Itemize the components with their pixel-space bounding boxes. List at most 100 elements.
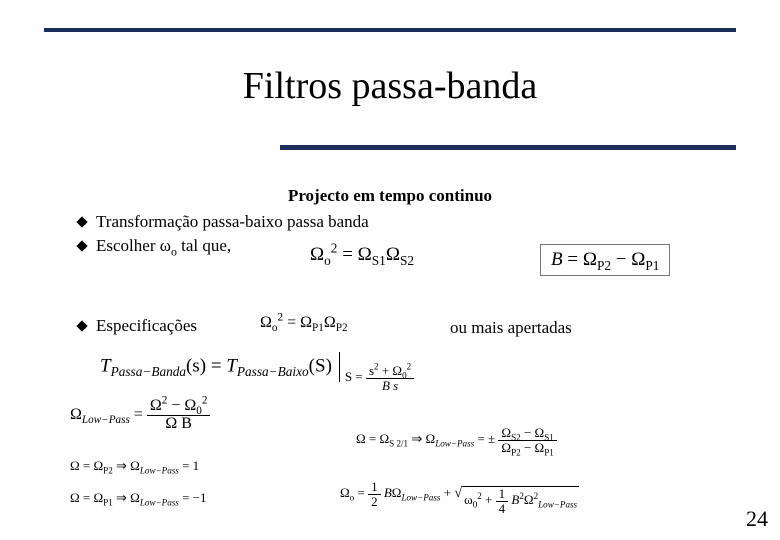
- sub: P1: [645, 258, 659, 273]
- sym: Ω: [535, 440, 545, 455]
- bullet-2: Escolher ωo tal que,: [78, 236, 231, 256]
- minus: −: [521, 425, 535, 440]
- sym: Ω: [426, 431, 436, 446]
- sup: 2: [407, 362, 412, 372]
- sub: P2: [336, 322, 348, 334]
- sym: Ω: [386, 244, 400, 265]
- sym: Ω: [310, 244, 324, 265]
- eq: = 1: [179, 458, 199, 473]
- formula-omega-p1: Ω = ΩP1 ⇒ ΩLow−Pass = −1: [70, 490, 207, 506]
- eval-bar: [339, 352, 340, 382]
- bullet-icon: [76, 320, 87, 331]
- sym: ω: [464, 492, 473, 507]
- sub: P2: [511, 447, 521, 457]
- sub: P2: [597, 258, 611, 273]
- den: Ω B: [165, 415, 192, 432]
- formula-omega-s: Ω = ΩS 2/1 ⇒ ΩLow−Pass = ± ΩS2 − ΩS1 ΩP2…: [356, 426, 557, 454]
- eq: =: [354, 485, 368, 500]
- lhs: Ω = Ω: [356, 431, 389, 446]
- minus: −: [167, 397, 184, 414]
- formula-transfer-function: TPassa−Banda(s) = TPassa−Baixo(S) S = s2…: [100, 352, 414, 393]
- sub: S2: [400, 253, 414, 268]
- sub: 0: [402, 371, 407, 381]
- arg: (S): [309, 355, 332, 376]
- den: 2: [368, 494, 381, 509]
- sym: Ω: [501, 440, 511, 455]
- plus: +: [440, 485, 454, 500]
- plus: +: [482, 492, 496, 507]
- sym: Ω: [130, 490, 140, 505]
- den: B s: [382, 378, 398, 393]
- bullet-3: Especificações: [78, 316, 197, 336]
- sym: Ω: [70, 406, 82, 423]
- sub: P2: [103, 466, 113, 476]
- sub: Passa−Baixo: [237, 364, 309, 379]
- num: 1: [368, 480, 381, 494]
- bullet-icon: [76, 216, 87, 227]
- formula-lowpass-frac: ΩLow−Pass = Ω2 − Ω02 Ω B: [70, 398, 210, 433]
- sym: Ω: [583, 249, 597, 270]
- bullet-icon: [76, 240, 87, 251]
- eq: = ±: [474, 431, 495, 446]
- arrow: ⇒: [408, 431, 425, 446]
- minus: −: [521, 440, 535, 455]
- subtitle: Projecto em tempo continuo: [0, 186, 780, 206]
- sub: P1: [312, 322, 324, 334]
- eq: =: [563, 249, 583, 270]
- bullet-2-pre: Escolher: [96, 236, 160, 255]
- omega-symbol: ω: [160, 236, 171, 255]
- sub: Low−Pass: [435, 439, 474, 449]
- sym: Ω: [324, 314, 336, 331]
- formula-omega-p2: Ω = ΩP2 ⇒ ΩLow−Pass = 1: [70, 458, 199, 474]
- num: 1: [496, 487, 509, 501]
- sub: P1: [544, 447, 554, 457]
- sub: Low−Pass: [82, 414, 130, 426]
- sym: Ω: [524, 492, 534, 507]
- page-number: 24: [746, 506, 768, 532]
- slide-title: Filtros passa-banda: [0, 64, 780, 108]
- sym: T: [226, 355, 237, 376]
- sub: S 2/1: [389, 439, 408, 449]
- sym: Ω: [535, 425, 545, 440]
- sup: 2: [202, 395, 208, 407]
- eq: =: [130, 406, 147, 423]
- sub: 0: [473, 500, 478, 510]
- sym: Ω: [392, 363, 402, 378]
- formula-omega-o-final: Ωo = 1 2 BΩLow−Pass + √ ω02 + 1 4 B2Ω2Lo…: [340, 480, 579, 515]
- sub: Low−Pass: [140, 466, 179, 476]
- sub: Low−Pass: [401, 493, 440, 503]
- bullet-1-text: Transformação passa-baixo passa banda: [96, 212, 369, 232]
- cond: S =: [345, 369, 366, 384]
- sub: Passa−Banda: [111, 364, 186, 379]
- sym: Ω: [300, 314, 312, 331]
- sym: Ω: [358, 244, 372, 265]
- formula-omega-o-sq-s: Ωo2 = ΩS1ΩS2: [310, 244, 414, 266]
- formula-omega-o-sq-p: Ωo2 = ΩP1ΩP2: [260, 314, 348, 332]
- plus: +: [379, 363, 393, 378]
- sub: S1: [372, 253, 386, 268]
- bullet-3-text: Especificações: [96, 316, 197, 336]
- den: 4: [496, 501, 509, 516]
- formula-bandwidth: B = ΩP2 − ΩP1: [540, 244, 670, 276]
- eq: =: [206, 355, 226, 376]
- sym: Ω: [501, 425, 511, 440]
- sym: Ω: [392, 485, 402, 500]
- title-underline: [280, 145, 736, 150]
- arrow: ⇒: [113, 458, 130, 473]
- sym: Ω: [130, 458, 140, 473]
- sub: P1: [103, 498, 113, 508]
- lhs: Ω = Ω: [70, 458, 103, 473]
- sqrt-icon: √: [454, 486, 462, 515]
- sym: Ω: [184, 397, 196, 414]
- sym: B: [551, 249, 563, 270]
- eq: =: [337, 244, 357, 265]
- sym: T: [100, 355, 111, 376]
- eq: = −1: [179, 490, 207, 505]
- sym: Ω: [150, 397, 162, 414]
- arrow: ⇒: [113, 490, 130, 505]
- sub: o: [324, 253, 331, 268]
- minus: −: [611, 249, 631, 270]
- lhs: Ω = Ω: [70, 490, 103, 505]
- sub: Low−Pass: [538, 500, 577, 510]
- arg: (s): [186, 355, 206, 376]
